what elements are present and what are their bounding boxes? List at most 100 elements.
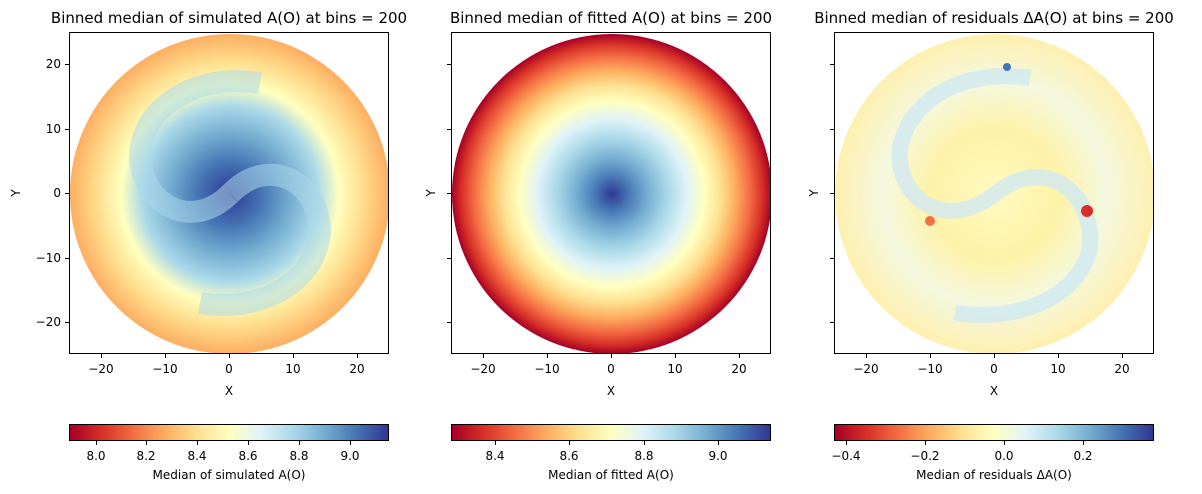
spiral-arm [891,68,1032,219]
y-tick-mark [830,322,834,323]
x-tick-label: −20 [88,362,114,376]
colorbar-tick-mark [925,441,926,445]
spiral-arm [128,70,262,223]
chart-title: Binned median of simulated A(O) at bins … [50,9,408,27]
colorbar-tick-mark [1004,441,1005,445]
colorbar-label: Median of simulated A(O) [152,468,306,482]
colorbar-tick-mark [1083,441,1084,445]
residual-clump [1003,63,1011,71]
residual-clump [925,216,935,226]
spiral-arm [198,163,332,316]
chart-title: Binned median of fitted A(O) at bins = 2… [449,9,773,27]
y-tick-label: 20 [45,57,61,71]
x-tick-mark [739,354,740,358]
colorbar-tick-mark [569,441,570,445]
x-tick-label: 10 [667,362,683,376]
colorbar-tick-label: 9.0 [708,449,728,463]
x-tick-label: 0 [607,362,615,376]
x-axis-label: X [224,384,234,398]
x-tick-label: 20 [731,362,747,376]
y-tick-mark [830,129,834,130]
y-tick-mark [65,258,69,259]
x-tick-label: 10 [1050,362,1066,376]
heatmap-canvas [835,34,1153,353]
x-tick-label: 10 [285,362,301,376]
x-tick-mark [1058,354,1059,358]
colorbar-tick-label: 8.0 [86,449,106,463]
colorbar-tick-mark [248,441,249,445]
heatmap-canvas [70,34,388,353]
x-tick-label: 20 [1114,362,1130,376]
x-tick-mark [611,354,612,358]
colorbar-tick-label: 8.4 [187,449,207,463]
y-tick-mark [830,193,834,194]
x-tick-mark [101,354,102,358]
x-tick-mark [994,354,995,358]
x-tick-mark [930,354,931,358]
colorbar-label: Median of fitted A(O) [548,468,674,482]
data-disc [452,34,770,353]
chart-title: Binned median of residuals ΔA(O) at bins… [814,9,1174,27]
colorbar-tick-mark [96,441,97,445]
x-tick-label: −20 [853,362,879,376]
colorbar-tick-mark [644,441,645,445]
x-tick-label: −10 [534,362,560,376]
x-tick-mark [229,354,230,358]
colorbar-tick-label: 8.6 [559,449,579,463]
y-tick-mark [447,193,451,194]
x-axis-label: X [606,384,616,398]
colorbar-tick-mark [299,441,300,445]
x-tick-mark [165,354,166,358]
colorbar-tick-label: 8.6 [238,449,258,463]
panel-simulated: Binned median of simulated A(O) at bins … [0,0,407,494]
y-tick-label: −20 [35,315,61,329]
y-tick-mark [65,193,69,194]
colorbar-tick-label: −0.4 [831,449,861,463]
colorbar [451,424,771,441]
y-tick-mark [65,129,69,130]
x-tick-mark [483,354,484,358]
heatmap-plot-area [69,32,389,354]
y-tick-mark [65,64,69,65]
y-tick-mark [447,64,451,65]
x-tick-label: −20 [470,362,496,376]
colorbar-tick-mark [197,441,198,445]
y-tick-mark [65,322,69,323]
y-tick-label: 10 [45,122,61,136]
colorbar [69,424,389,441]
x-tick-mark [1122,354,1123,358]
heatmap-canvas [452,34,770,353]
colorbar-label: Median of residuals ΔA(O) [916,468,1072,482]
residual-clump [1081,205,1093,217]
colorbar-tick-label: 9.0 [340,449,360,463]
x-tick-mark [293,354,294,358]
x-tick-label: 0 [225,362,233,376]
colorbar-tick-label: 8.8 [289,449,309,463]
colorbar-tick-mark [718,441,719,445]
colorbar-tick-mark [146,441,147,445]
y-tick-mark [447,258,451,259]
colorbar-tick-mark [495,441,496,445]
y-axis-label: Y [807,189,821,197]
y-tick-label: 0 [53,186,61,200]
heatmap-plot-area [834,32,1154,354]
colorbar-tick-mark [350,441,351,445]
x-tick-mark [866,354,867,358]
y-tick-mark [447,129,451,130]
x-tick-mark [547,354,548,358]
colorbar-tick-label: 8.2 [136,449,156,463]
colorbar [834,424,1154,441]
y-tick-label: −10 [35,251,61,265]
x-tick-mark [675,354,676,358]
colorbar-tick-label: 8.4 [485,449,505,463]
colorbar-tick-label: −0.2 [910,449,940,463]
x-tick-label: 20 [349,362,365,376]
y-tick-mark [830,258,834,259]
y-tick-mark [830,64,834,65]
y-tick-mark [447,322,451,323]
spiral-arm [953,169,1099,323]
panel-fitted: Binned median of fitted A(O) at bins = 2… [424,9,773,482]
colorbar-tick-mark [846,441,847,445]
x-tick-label: −10 [152,362,178,376]
